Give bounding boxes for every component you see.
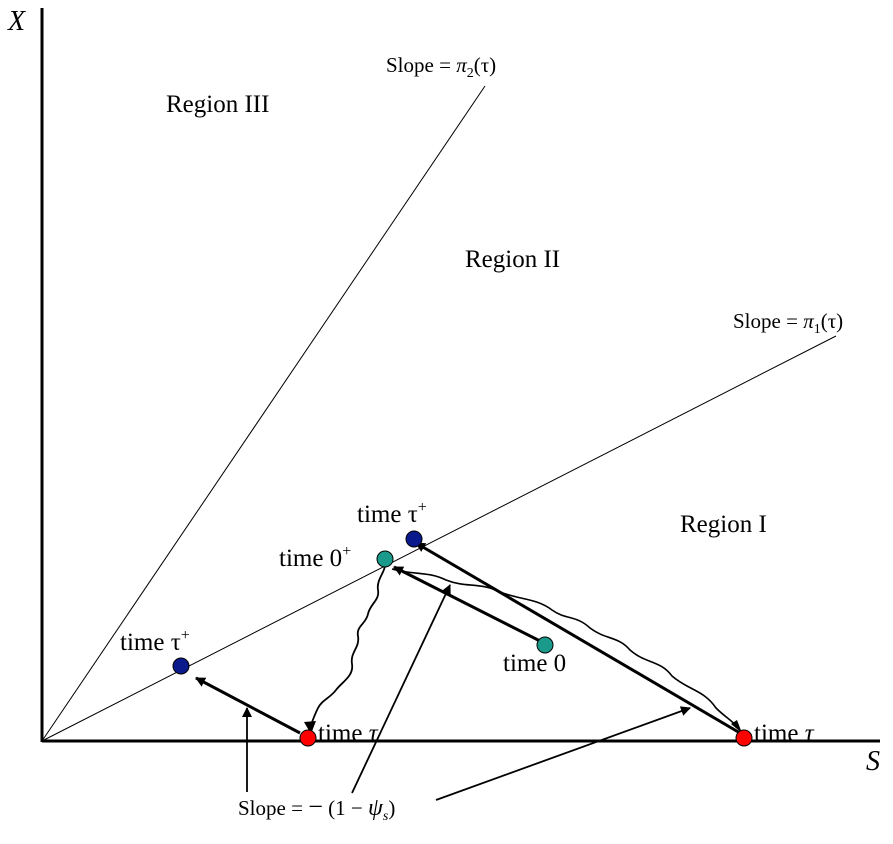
pi1-boundary-line bbox=[41, 335, 837, 742]
slope-transaction-label: Slope = − (1 − ψs) bbox=[238, 792, 395, 824]
random-path-right bbox=[391, 568, 739, 729]
pointer-arrow-right bbox=[435, 706, 691, 801]
time-tau-plus-left-label: time τ+ bbox=[120, 627, 190, 656]
time-tau-left-label: time τ bbox=[318, 720, 379, 747]
random-path-right-head bbox=[731, 720, 742, 733]
region-2-label: Region II bbox=[465, 246, 560, 273]
random-path-left bbox=[309, 561, 386, 729]
region-3-label: Region III bbox=[166, 91, 269, 118]
time-tau-plus-right-label: time τ+ bbox=[357, 499, 427, 528]
random-path-left-head bbox=[304, 721, 316, 734]
pointer-arrow-middle bbox=[351, 584, 451, 794]
arrow-right-trade bbox=[415, 541, 741, 735]
time-zero-plus-label: time 0+ bbox=[279, 543, 351, 572]
arrow-left-trade bbox=[195, 676, 301, 735]
dot-tau-plus-left bbox=[172, 657, 190, 675]
slope-pi1-label: Slope = π1(τ) bbox=[733, 309, 843, 337]
region-1-label: Region I bbox=[680, 511, 767, 538]
dot-tau-plus-right bbox=[405, 530, 423, 548]
dot-tau-left bbox=[299, 729, 317, 747]
dot-zero-plus bbox=[376, 550, 394, 568]
y-axis-label: X bbox=[7, 6, 26, 37]
dot-zero bbox=[536, 636, 554, 654]
x-axis-label: S bbox=[866, 746, 880, 777]
arrow-zero-to-zero-plus bbox=[393, 565, 541, 643]
pi2-boundary-line bbox=[41, 85, 486, 742]
time-zero-label: time 0 bbox=[503, 650, 566, 677]
time-tau-right-label: time τ bbox=[754, 720, 815, 747]
slope-pi2-label: Slope = π2(τ) bbox=[386, 53, 496, 81]
dot-tau-right bbox=[735, 729, 753, 747]
